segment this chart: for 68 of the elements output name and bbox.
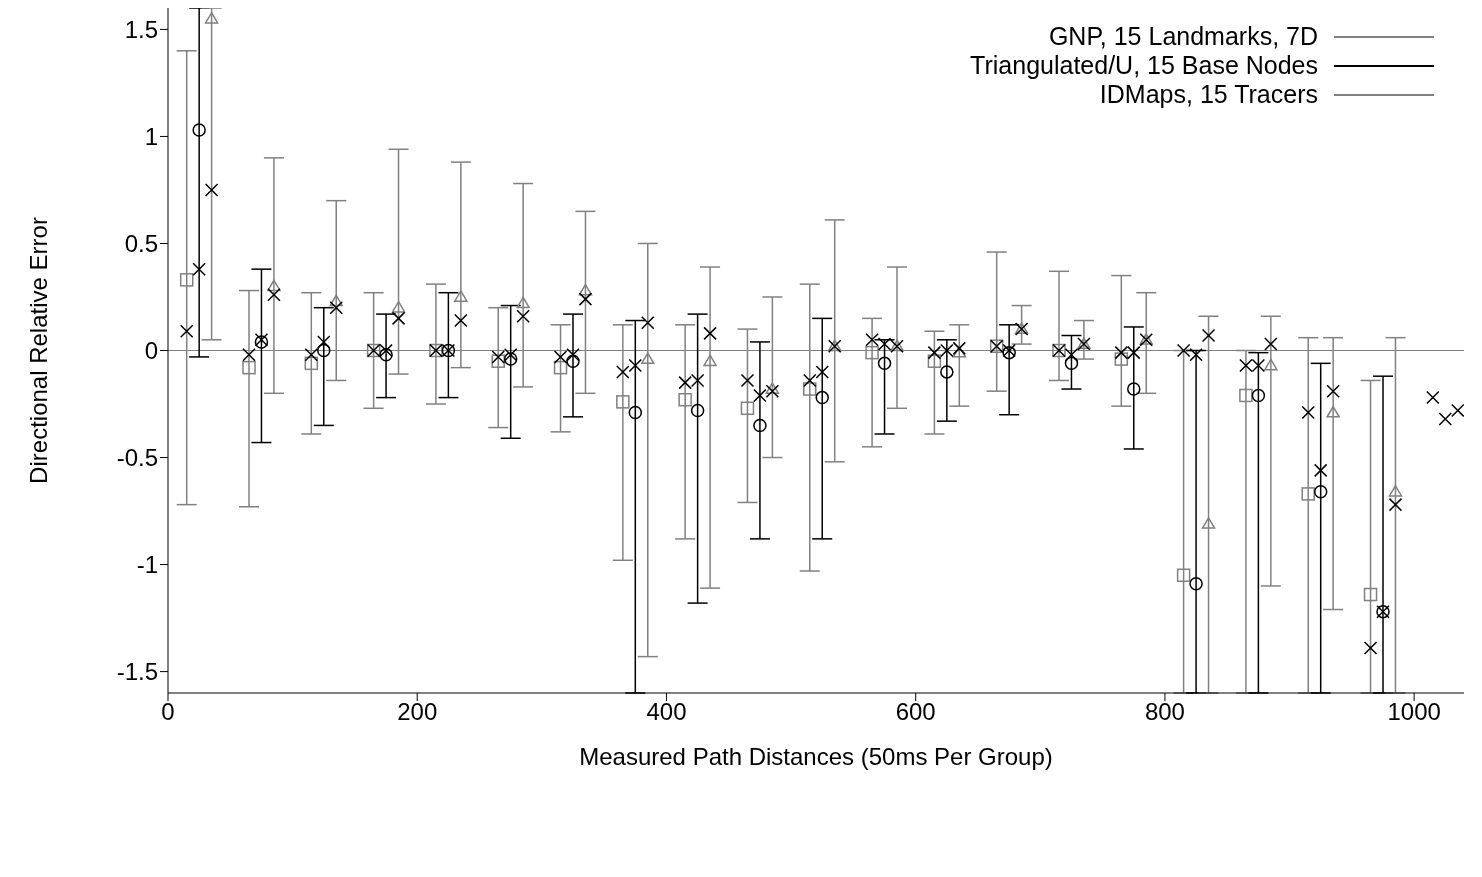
- x-tick-label: 600: [895, 698, 936, 726]
- point: [1239, 388, 1253, 403]
- y-tick-label: -1: [136, 551, 158, 579]
- point: [503, 352, 518, 366]
- point: [1114, 352, 1129, 366]
- point: [1264, 358, 1278, 371]
- point: [1376, 604, 1390, 619]
- point: [703, 354, 717, 367]
- point: [1301, 487, 1315, 501]
- point: [1201, 517, 1216, 529]
- y-tick-label: -1.5: [116, 658, 158, 686]
- point: [815, 390, 829, 405]
- point: [491, 354, 505, 368]
- legend-label: GNP, 15 Landmarks, 7D: [1048, 22, 1318, 51]
- point: [242, 360, 256, 375]
- x-tick-label: 800: [1144, 698, 1185, 726]
- point: [329, 294, 343, 307]
- point: [1326, 405, 1340, 418]
- legend-label: IDMaps, 15 Tracers: [1099, 80, 1318, 109]
- point: [317, 343, 331, 358]
- point: [391, 300, 406, 313]
- point: [254, 335, 269, 349]
- point: [1251, 388, 1266, 403]
- point: [803, 382, 817, 396]
- point: [192, 123, 206, 137]
- point: [940, 365, 954, 379]
- point: [765, 382, 780, 394]
- legend-label: Triangulated/U, 15 Base Nodes: [970, 51, 1318, 80]
- point: [1127, 382, 1141, 396]
- point: [1002, 345, 1016, 360]
- point: [927, 354, 942, 368]
- point: [877, 356, 892, 371]
- y-tick-label: 1: [144, 122, 158, 150]
- point: [865, 345, 879, 360]
- y-axis-title: Directional Relative Error: [24, 217, 52, 484]
- point: [454, 290, 468, 302]
- point: [1176, 568, 1191, 583]
- point: [267, 279, 281, 292]
- x-tick-label: 0: [161, 698, 175, 726]
- point: [578, 283, 593, 296]
- point: [616, 395, 630, 409]
- y-tick-label: 0.5: [124, 229, 158, 257]
- point: [304, 356, 319, 371]
- point: [1363, 587, 1378, 602]
- y-tick-label: 1.5: [124, 15, 158, 43]
- x-axis-title: Measured Path Distances (50ms Per Group): [579, 743, 1053, 770]
- point: [1064, 356, 1079, 371]
- y-tick-label: -0.5: [116, 444, 158, 472]
- point: [1189, 577, 1203, 591]
- point: [628, 405, 643, 420]
- point: [690, 403, 705, 418]
- point: [740, 401, 755, 416]
- point: [1388, 485, 1403, 497]
- point: [179, 273, 194, 287]
- point: [753, 418, 767, 433]
- x-tick-label: 1000: [1387, 698, 1441, 726]
- x-tick-label: 200: [397, 698, 438, 726]
- point: [516, 296, 530, 309]
- point: [1313, 485, 1328, 499]
- point: [952, 345, 967, 358]
- x-tick-label: 400: [646, 698, 687, 726]
- y-tick-label: 0: [144, 337, 158, 365]
- point: [204, 11, 219, 24]
- point: [678, 392, 692, 407]
- point: [641, 352, 655, 365]
- point: [566, 354, 580, 368]
- point: [553, 360, 568, 375]
- point: [379, 348, 393, 362]
